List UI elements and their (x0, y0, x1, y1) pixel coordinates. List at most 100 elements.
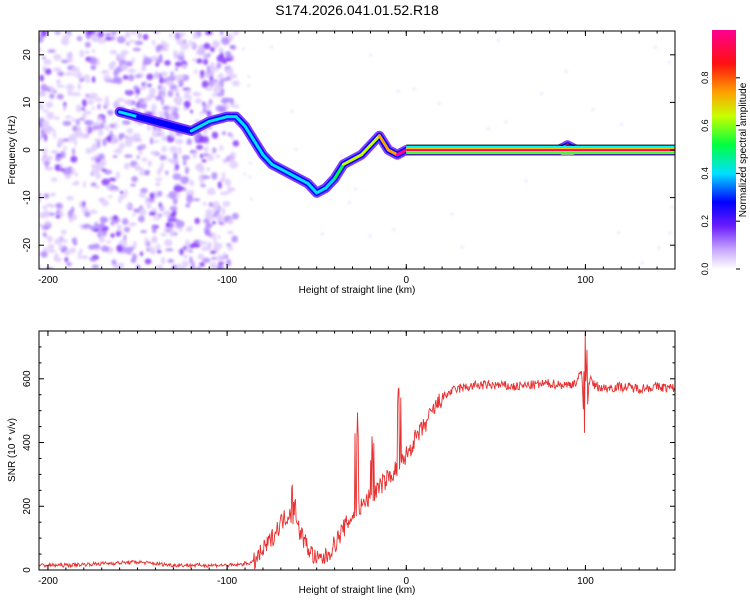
noise-blob (49, 87, 56, 91)
noise-blob (57, 236, 65, 244)
noise-blob (206, 110, 212, 117)
noise-blob (194, 163, 203, 171)
noise-blob (150, 103, 157, 112)
noise-blob (213, 79, 218, 83)
noise-blob (136, 155, 140, 160)
noise-blob (85, 147, 93, 154)
noise-blob (173, 95, 183, 104)
noise-blob (182, 159, 187, 166)
noise-blob (175, 74, 185, 81)
noise-blob (139, 208, 147, 217)
ridge-segment (118, 110, 140, 119)
noise-blob (209, 75, 214, 81)
noise-blob (126, 62, 133, 67)
noise-blob (42, 109, 49, 113)
noise-blob (165, 248, 174, 252)
noise-blob (132, 253, 137, 261)
noise-blob (91, 65, 96, 70)
noise-blob (131, 244, 138, 248)
noise-blob (110, 31, 118, 36)
noise-blob (211, 172, 218, 180)
noise-blob (77, 82, 82, 91)
noise-blob (46, 111, 55, 120)
noise-blob (53, 131, 57, 139)
x-tick-label: 0 (403, 576, 409, 587)
ridge-segment (324, 177, 337, 190)
noise-blob (60, 168, 65, 172)
noise-blob (138, 98, 145, 104)
noise-blob (55, 156, 62, 162)
noise-blob (222, 159, 228, 164)
noise-blob (216, 254, 223, 262)
noise-blob (91, 37, 100, 42)
noise-blob (340, 154, 344, 158)
noise-blob (157, 167, 164, 173)
noise-blob (220, 88, 225, 96)
noise-blob (72, 147, 76, 156)
noise-blob (94, 137, 102, 143)
noise-blob (44, 125, 51, 134)
colorbar-gradient (712, 30, 736, 269)
y-tick-label: 600 (22, 370, 33, 387)
noise-blob (202, 201, 207, 206)
noise-blob (193, 69, 199, 74)
noise-blob (91, 143, 98, 151)
ridge-segment (333, 162, 346, 181)
noise-blob (219, 177, 226, 183)
noise-blob (149, 137, 154, 145)
noise-blob (183, 100, 191, 108)
noise-blob (196, 58, 203, 64)
noise-blob (48, 249, 56, 253)
snr-content (39, 333, 675, 570)
noise-blob (185, 203, 191, 208)
noise-blob (175, 32, 180, 41)
colorbar-tick-label: 0.6 (700, 119, 710, 132)
noise-blob (216, 62, 222, 69)
noise-blob (294, 148, 298, 152)
noise-blob (161, 40, 166, 46)
noise-blob (232, 140, 240, 147)
noise-blob (81, 255, 89, 260)
noise-blob (139, 169, 146, 176)
noise-blob (160, 98, 165, 106)
noise-blob (66, 195, 74, 201)
noise-blob (71, 118, 76, 122)
noise-blob (161, 256, 166, 265)
noise-blob (61, 138, 69, 142)
noise-blob (97, 231, 102, 238)
noise-blob (107, 109, 114, 115)
noise-blob (209, 261, 218, 269)
noise-blob (184, 166, 190, 175)
noise-blob (93, 228, 100, 233)
noise-blob (204, 86, 213, 91)
noise-blob (98, 235, 105, 243)
noise-blob (182, 254, 188, 259)
noise-blob (105, 95, 109, 103)
ridge-segment (306, 181, 319, 195)
noise-blob (89, 56, 98, 65)
colorbar-tick-label: 0.0 (700, 263, 710, 276)
noise-blob (123, 162, 131, 170)
noise-blob (496, 38, 500, 42)
noise-blob (82, 200, 86, 208)
noise-blob (144, 258, 152, 265)
noise-blob (166, 80, 174, 86)
noise-blob (133, 208, 139, 212)
noise-blob (115, 53, 121, 58)
noise-blob (39, 136, 42, 143)
noise-blob (87, 31, 96, 36)
noise-blob (106, 240, 111, 244)
noise-blob (167, 258, 175, 264)
noise-blob (165, 170, 169, 175)
noise-blob (52, 67, 62, 72)
noise-blob (242, 172, 246, 176)
noise-blob (143, 56, 153, 65)
colorbar: 0.0 0.2 0.4 0.6 0.8 Normalized spectral ampl… (700, 30, 749, 275)
noise-blob (97, 38, 107, 44)
ridge-segment (368, 134, 381, 147)
noise-blob (147, 160, 153, 167)
noise-blob (176, 38, 184, 46)
noise-blob (225, 51, 232, 57)
noise-blob (207, 233, 213, 237)
noise-blob (205, 102, 211, 110)
